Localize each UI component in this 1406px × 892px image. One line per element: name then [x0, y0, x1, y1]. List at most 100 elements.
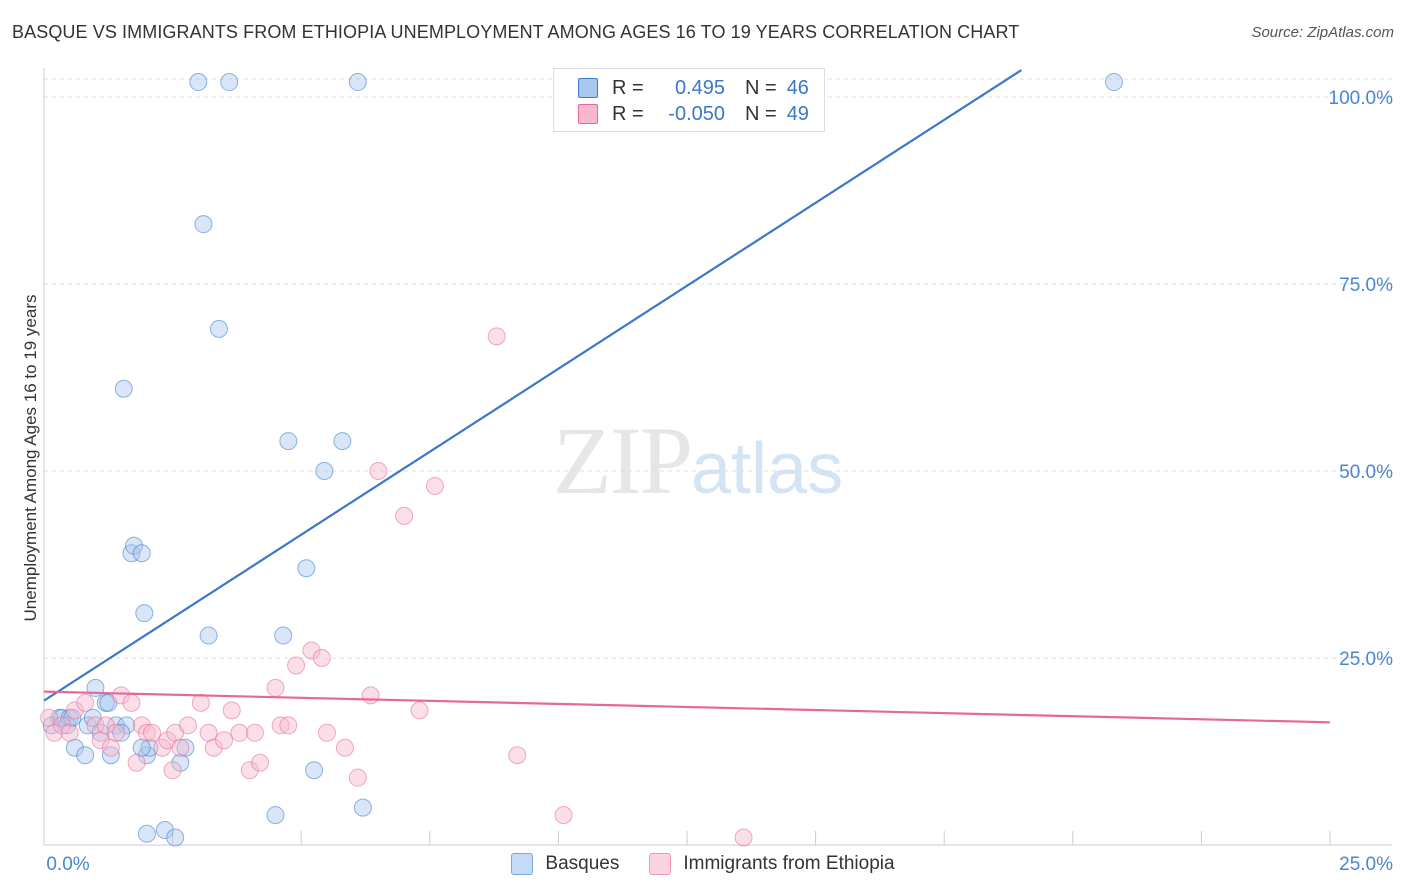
ethiopia-point: [287, 656, 306, 675]
ethiopia-point: [240, 761, 259, 780]
x-tick-label: 0.0%: [46, 854, 89, 875]
basques-point: [114, 379, 133, 398]
basques-point: [315, 462, 334, 480]
basques-point: [274, 626, 293, 645]
basques-point: [132, 544, 151, 563]
legend-swatch-basques: [578, 78, 598, 98]
ethiopia-point: [425, 476, 444, 495]
ethiopia-point: [127, 753, 146, 772]
basques-point: [132, 738, 151, 757]
ethiopia-point: [369, 462, 388, 480]
ethiopia-point: [348, 768, 367, 787]
ethiopia-point: [60, 723, 79, 742]
legend-label-basques: Basques: [545, 853, 620, 874]
ethiopia-point: [204, 738, 223, 757]
basques-point: [76, 746, 95, 765]
legend-swatch-basques: [511, 853, 534, 875]
legend-r-label: R =: [612, 102, 644, 125]
ethiopia-point: [171, 738, 190, 757]
basques-point: [305, 761, 324, 780]
ethiopia-point: [734, 828, 753, 847]
tick-labels: 25.0% 50.0% 75.0% 100.0% 0.0% 25.0% Unemployme…: [21, 88, 1393, 875]
basques-point: [279, 432, 298, 451]
x-tick-label: 25.0%: [1339, 854, 1393, 875]
basques-point: [140, 738, 159, 757]
basques-point: [353, 798, 372, 817]
ethiopia-point: [143, 723, 162, 742]
y-tick-label: 25.0%: [1339, 649, 1393, 670]
ethiopia-point: [410, 701, 429, 720]
ethiopia-point: [53, 716, 72, 735]
basques-point: [122, 544, 141, 563]
ethiopia-point: [271, 716, 290, 735]
basques-point: [348, 73, 367, 92]
basques-point: [220, 73, 239, 92]
ethiopia-point: [76, 693, 95, 712]
basques-point: [1104, 73, 1123, 92]
ethiopia-point: [112, 686, 131, 705]
correlation-legend: R = 0.495 N = 46 R = -0.050 N = 49: [553, 68, 825, 132]
basques-point: [63, 708, 82, 727]
ethiopia-point: [65, 701, 84, 720]
legend-swatch-ethiopia: [578, 104, 598, 124]
basques-point: [155, 821, 174, 840]
ethiopia-point: [101, 738, 120, 757]
legend-r-value: -0.050: [668, 102, 725, 125]
ethiopia-point: [191, 693, 210, 712]
basques-point: [209, 319, 228, 338]
ethiopia-point: [361, 686, 380, 705]
ethiopia-point: [487, 327, 506, 346]
ethiopia-point: [230, 723, 249, 742]
series-legend: Basques Immigrants from Ethiopia: [0, 850, 1406, 878]
axes: [43, 68, 1392, 846]
ethiopia-point: [96, 716, 115, 735]
basques-point: [266, 806, 285, 825]
basques-point: [166, 828, 185, 847]
legend-n-label: N =: [745, 76, 777, 99]
ethiopia-point: [137, 723, 156, 742]
ethiopia-point: [45, 723, 64, 742]
ethiopia-trend-line: [43, 690, 1331, 724]
ethiopia-point: [245, 723, 264, 742]
ethiopia-point: [395, 506, 414, 525]
ethiopia-point: [163, 761, 182, 780]
basques-point: [189, 73, 208, 92]
ethiopia-point: [215, 731, 234, 750]
basques-point: [194, 215, 213, 234]
y-tick-label: 50.0%: [1339, 462, 1393, 483]
basques-point: [333, 432, 352, 451]
ethiopia-point: [122, 693, 141, 712]
basques-point: [135, 604, 154, 623]
legend-r-label: R =: [612, 76, 644, 99]
chart-title: BASQUE VS IMMIGRANTS FROM ETHIOPIA UNEMP…: [12, 22, 1020, 42]
data-points: [40, 73, 1123, 847]
basques-trend-line: [43, 69, 1022, 702]
ethiopia-point: [317, 723, 336, 742]
ethiopia-point: [199, 723, 218, 742]
basques-point: [297, 559, 316, 578]
basques-point: [42, 716, 61, 735]
legend-item-ethiopia: Immigrants from Ethiopia: [649, 853, 895, 875]
y-tick-label: 75.0%: [1339, 275, 1393, 296]
basques-point: [137, 824, 156, 843]
ethiopia-point: [312, 649, 331, 667]
ethiopia-point: [251, 753, 270, 772]
ethiopia-point: [554, 806, 573, 825]
source-label: Source: ZipAtlas.com: [1251, 24, 1394, 41]
y-tick-label: 100.0%: [1329, 88, 1394, 109]
ethiopia-point: [266, 678, 285, 697]
legend-item-basques: Basques: [511, 853, 619, 875]
ethiopia-point: [107, 723, 126, 742]
legend-r-value: 0.495: [674, 76, 725, 99]
trend-lines: [43, 69, 1331, 724]
basques-point: [199, 626, 218, 645]
basques-point: [125, 536, 144, 555]
legend-row-ethiopia: R = -0.050 N = 49: [578, 102, 809, 126]
legend-swatch-ethiopia: [649, 853, 672, 875]
basques-point: [101, 746, 120, 765]
legend-n-value: 46: [786, 76, 809, 99]
legend-n-label: N =: [745, 102, 777, 125]
basques-point: [176, 738, 195, 757]
ethiopia-point: [335, 738, 354, 757]
